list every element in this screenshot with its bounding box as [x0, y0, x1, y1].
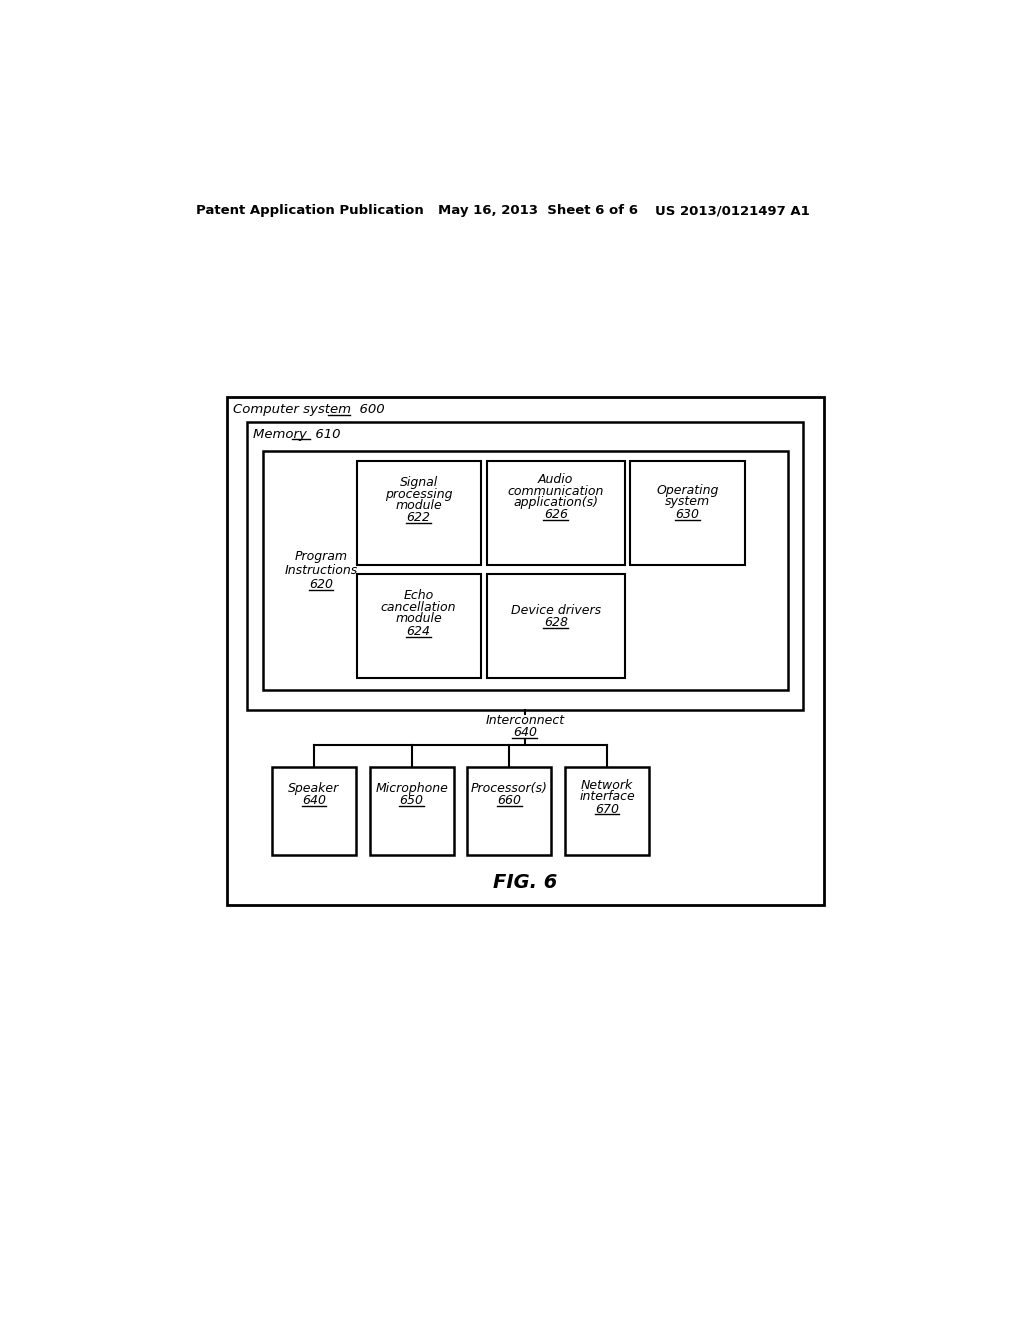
- Text: US 2013/0121497 A1: US 2013/0121497 A1: [655, 205, 810, 218]
- Text: module: module: [395, 612, 442, 626]
- Text: 630: 630: [676, 508, 699, 520]
- Text: 622: 622: [407, 511, 431, 524]
- Text: processing: processing: [385, 487, 453, 500]
- Text: 628: 628: [544, 616, 567, 630]
- Text: Patent Application Publication: Patent Application Publication: [197, 205, 424, 218]
- Text: 620: 620: [309, 578, 333, 591]
- Bar: [356, 461, 480, 565]
- Text: May 16, 2013  Sheet 6 of 6: May 16, 2013 Sheet 6 of 6: [438, 205, 638, 218]
- Text: Network: Network: [581, 779, 633, 792]
- Text: 660: 660: [498, 795, 521, 807]
- Text: cancellation: cancellation: [381, 601, 457, 614]
- Bar: [263, 451, 788, 689]
- Text: 626: 626: [544, 508, 567, 521]
- Text: system: system: [665, 495, 710, 508]
- Bar: [630, 461, 744, 565]
- Text: 624: 624: [407, 624, 431, 638]
- Text: Microphone: Microphone: [375, 781, 449, 795]
- Bar: [467, 767, 551, 855]
- Text: Computer system  600: Computer system 600: [233, 403, 385, 416]
- Bar: [486, 461, 625, 565]
- Text: 640: 640: [302, 795, 326, 807]
- Text: Speaker: Speaker: [289, 781, 340, 795]
- Text: Device drivers: Device drivers: [511, 603, 601, 616]
- Text: Echo: Echo: [403, 589, 434, 602]
- Text: interface: interface: [580, 791, 635, 804]
- Bar: [272, 767, 356, 855]
- Bar: [486, 574, 625, 678]
- Text: Processor(s): Processor(s): [471, 781, 548, 795]
- Bar: [356, 574, 480, 678]
- Text: module: module: [395, 499, 442, 512]
- Text: Signal: Signal: [399, 477, 437, 490]
- Bar: [370, 767, 454, 855]
- Text: communication: communication: [508, 484, 604, 498]
- Text: Interconnect: Interconnect: [485, 714, 564, 727]
- Bar: [227, 397, 824, 906]
- Text: 650: 650: [399, 795, 424, 807]
- Text: Instructions: Instructions: [285, 564, 357, 577]
- Bar: [247, 422, 803, 710]
- Text: Operating: Operating: [656, 483, 719, 496]
- Text: Audio: Audio: [539, 473, 573, 486]
- Text: 670: 670: [595, 803, 618, 816]
- Bar: [565, 767, 649, 855]
- Text: FIG. 6: FIG. 6: [493, 873, 557, 892]
- Text: Program: Program: [295, 550, 347, 564]
- Text: Memory  610: Memory 610: [253, 428, 340, 441]
- Text: application(s): application(s): [513, 496, 598, 510]
- Text: 640: 640: [513, 726, 537, 739]
